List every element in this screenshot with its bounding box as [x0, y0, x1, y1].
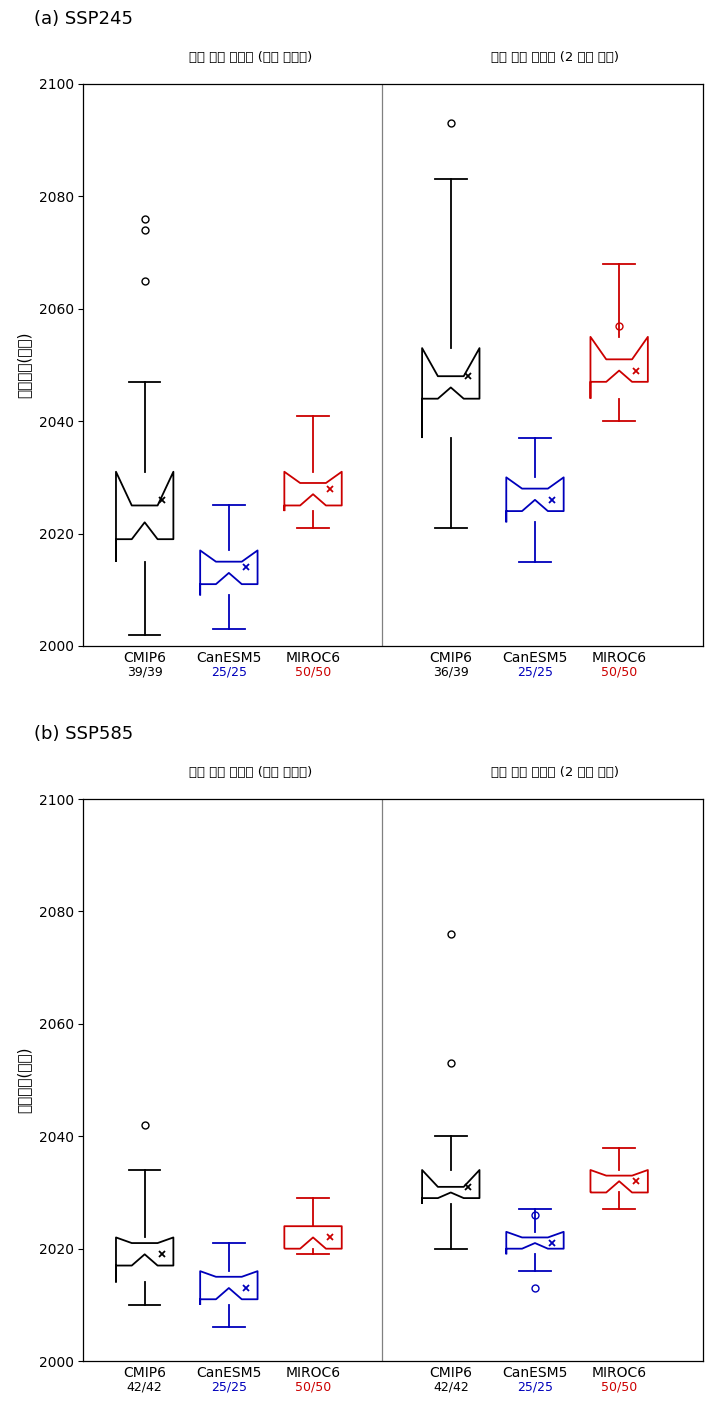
Text: 50/50: 50/50 — [601, 666, 637, 679]
Text: (b) SSP585: (b) SSP585 — [34, 725, 133, 743]
Y-axis label: 출현시점(연도): 출현시점(연도) — [17, 1046, 32, 1114]
Text: 자연 기후 변동성 (톰슨 추정법): 자연 기후 변동성 (톰슨 추정법) — [189, 51, 312, 65]
Text: 42/42: 42/42 — [127, 1381, 163, 1394]
Text: 자연 기후 변동성 (2 표준 편차): 자연 기후 변동성 (2 표준 편차) — [490, 51, 618, 65]
Text: 자연 기후 변동성 (톰슨 추정법): 자연 기후 변동성 (톰슨 추정법) — [189, 766, 312, 780]
Y-axis label: 출현시점(연도): 출현시점(연도) — [17, 332, 32, 398]
Text: 25/25: 25/25 — [211, 1381, 247, 1394]
Text: 25/25: 25/25 — [211, 666, 247, 679]
Text: 42/42: 42/42 — [433, 1381, 469, 1394]
Text: 자연 기후 변동성 (2 표준 편차): 자연 기후 변동성 (2 표준 편차) — [490, 766, 618, 780]
Text: 25/25: 25/25 — [517, 1381, 553, 1394]
Text: 39/39: 39/39 — [127, 666, 163, 679]
Text: 36/39: 36/39 — [433, 666, 469, 679]
Text: 50/50: 50/50 — [601, 1381, 637, 1394]
Text: 50/50: 50/50 — [295, 1381, 331, 1394]
Text: (a) SSP245: (a) SSP245 — [34, 10, 133, 28]
Text: 25/25: 25/25 — [517, 666, 553, 679]
Text: 50/50: 50/50 — [295, 666, 331, 679]
